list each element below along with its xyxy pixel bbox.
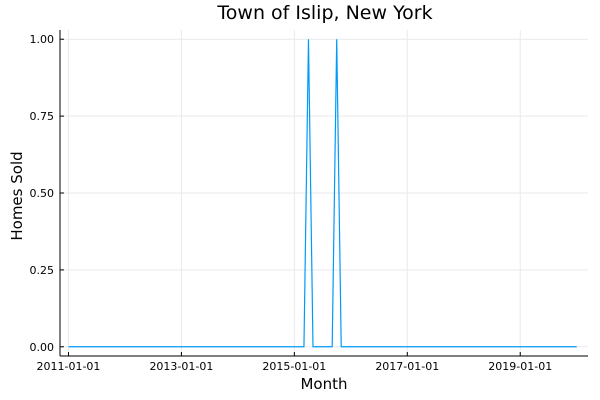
y-tick-label: 0.00 [30, 341, 55, 354]
y-tick-label: 1.00 [30, 33, 55, 46]
axes [59, 30, 588, 357]
series-layer [68, 39, 577, 348]
y-tick-label: 0.75 [30, 110, 55, 123]
y-axis-label: Homes Sold [8, 151, 26, 240]
x-tick-label: 2019-01-01 [488, 360, 552, 373]
x-tick-label: 2011-01-01 [37, 360, 101, 373]
series-line [68, 39, 577, 348]
y-tick-label: 0.25 [30, 264, 55, 277]
x-tick-label: 2017-01-01 [375, 360, 439, 373]
tick-labels: 2011-01-01 2013-01-01 2015-01-01 2017-01-01… [30, 33, 553, 373]
x-tick-label: 2015-01-01 [262, 360, 326, 373]
x-tick-label: 2013-01-01 [149, 360, 213, 373]
y-tick-label: 0.50 [30, 187, 55, 200]
chart-title: Town of Islip, New York [216, 2, 432, 24]
grid [60, 30, 588, 356]
x-axis-label: Month [300, 375, 347, 393]
